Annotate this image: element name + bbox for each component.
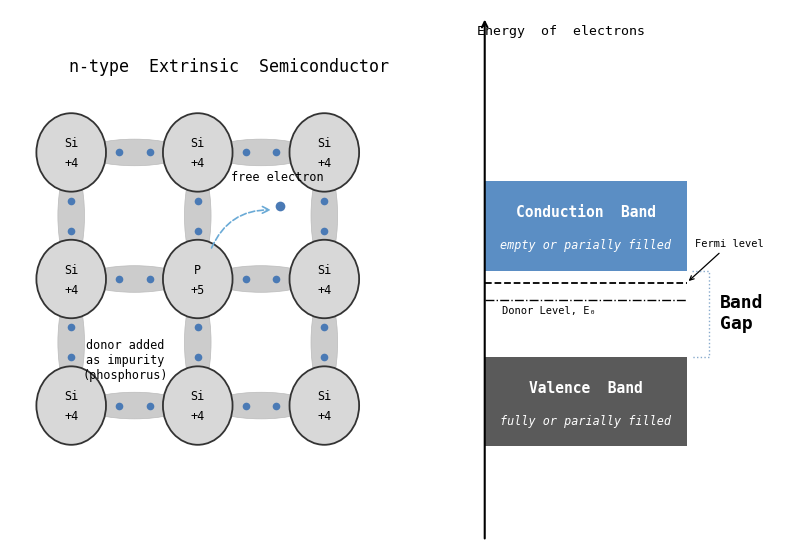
Text: Si: Si xyxy=(64,390,78,403)
Ellipse shape xyxy=(36,240,106,318)
Text: empty or parially filled: empty or parially filled xyxy=(500,239,671,252)
Text: Conduction  Band: Conduction Band xyxy=(516,205,656,220)
Ellipse shape xyxy=(184,165,211,266)
Text: fully or parially filled: fully or parially filled xyxy=(500,415,671,428)
Ellipse shape xyxy=(184,292,211,393)
Ellipse shape xyxy=(84,139,185,166)
Ellipse shape xyxy=(290,113,359,192)
Text: Si: Si xyxy=(191,390,205,403)
Ellipse shape xyxy=(163,240,233,318)
Text: +4: +4 xyxy=(64,284,78,297)
Text: Si: Si xyxy=(191,137,205,150)
Ellipse shape xyxy=(163,366,233,445)
Text: Donor Level, E₀: Donor Level, E₀ xyxy=(502,306,596,316)
Text: Si: Si xyxy=(317,390,331,403)
Text: Fermi level: Fermi level xyxy=(690,239,764,280)
Text: +4: +4 xyxy=(191,157,205,170)
Text: Si: Si xyxy=(317,263,331,277)
Ellipse shape xyxy=(163,113,233,192)
Ellipse shape xyxy=(58,165,85,266)
Text: +4: +4 xyxy=(64,411,78,424)
Text: +4: +4 xyxy=(64,157,78,170)
Text: n-type  Extrinsic  Semiconductor: n-type Extrinsic Semiconductor xyxy=(70,57,389,75)
Bar xyxy=(485,357,687,446)
Text: +4: +4 xyxy=(191,411,205,424)
Text: Si: Si xyxy=(317,137,331,150)
Ellipse shape xyxy=(210,266,312,292)
Ellipse shape xyxy=(290,366,359,445)
Text: +4: +4 xyxy=(317,157,331,170)
Ellipse shape xyxy=(210,139,312,166)
Ellipse shape xyxy=(210,392,312,419)
Text: Si: Si xyxy=(64,263,78,277)
Text: +4: +4 xyxy=(317,411,331,424)
Ellipse shape xyxy=(36,366,106,445)
Text: donor added
as impurity
(phosphorus): donor added as impurity (phosphorus) xyxy=(82,339,168,382)
Ellipse shape xyxy=(84,266,185,292)
Text: free electron: free electron xyxy=(230,171,324,184)
Ellipse shape xyxy=(290,240,359,318)
Text: Energy  of  electrons: Energy of electrons xyxy=(477,25,645,38)
Ellipse shape xyxy=(58,292,85,393)
Ellipse shape xyxy=(311,292,338,393)
Text: Band
Gap: Band Gap xyxy=(720,295,763,333)
Ellipse shape xyxy=(84,392,185,419)
Bar xyxy=(485,181,687,271)
Text: +4: +4 xyxy=(317,284,331,297)
Text: +5: +5 xyxy=(191,284,205,297)
Text: Si: Si xyxy=(64,137,78,150)
Ellipse shape xyxy=(36,113,106,192)
Ellipse shape xyxy=(311,165,338,266)
Text: P: P xyxy=(194,263,202,277)
Text: Valence  Band: Valence Band xyxy=(528,381,642,396)
